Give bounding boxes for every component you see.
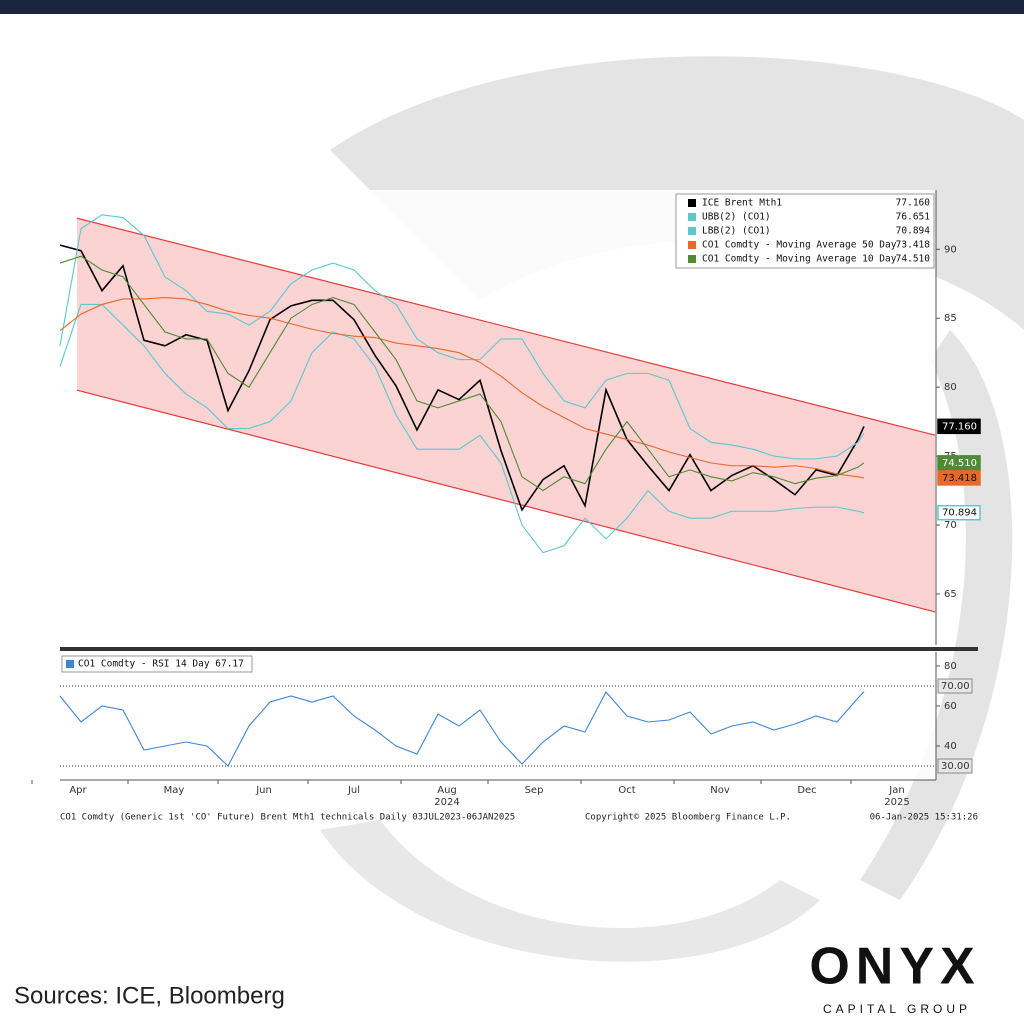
legend-swatch xyxy=(688,255,696,263)
x-tick-label: Jun xyxy=(255,785,272,796)
legend-value: 70.894 xyxy=(896,226,931,237)
series-line xyxy=(59,691,865,767)
panel xyxy=(60,652,936,780)
y-tick-label: 90 xyxy=(944,244,957,255)
x-tick-label: Aug xyxy=(437,785,457,796)
legend-swatch xyxy=(688,241,696,249)
x-tick-label: Jan xyxy=(888,785,904,796)
series-line xyxy=(59,214,865,460)
value-tag-label: 70.894 xyxy=(942,508,977,519)
legend-label: UBB(2) (CO1) xyxy=(702,212,771,223)
ref-tag xyxy=(937,678,973,694)
source: Sources: ICE, Bloomberg xyxy=(14,982,285,1009)
legend-swatch xyxy=(66,660,74,668)
value-tag xyxy=(937,470,981,486)
y-tick-label: 80 xyxy=(944,382,957,393)
legend-value: 74.510 xyxy=(896,254,931,265)
y-tick-label: 85 xyxy=(944,313,957,324)
logo-tagline: CAPITAL GROUP xyxy=(823,1002,971,1016)
channel-fill xyxy=(77,218,936,612)
legend-label: CO1 Comdty - RSI 14 Day 67.17 xyxy=(78,659,244,670)
x-tick-label: Oct xyxy=(618,785,635,796)
legend-label: CO1 Comdty - Moving Average 50 Day xyxy=(702,240,897,251)
series-line xyxy=(59,303,865,554)
x-tick-label: Dec xyxy=(797,785,816,796)
ref-tag-label: 70.00 xyxy=(941,681,970,692)
y-tick-label: 40 xyxy=(944,741,957,752)
ref-tag-label: 30.00 xyxy=(941,761,970,772)
legend-label: ICE Brent Mth1 xyxy=(702,198,782,209)
legend-label: CO1 Comdty - Moving Average 10 Day xyxy=(702,254,897,265)
year-label: 2024 xyxy=(434,797,459,808)
legend-value: 76.651 xyxy=(896,212,931,223)
x-tick-label: Apr xyxy=(69,785,87,796)
value-tag xyxy=(937,455,981,471)
x-tick-label: May xyxy=(164,785,185,796)
channel-upper xyxy=(76,217,936,436)
bg-swoosh xyxy=(320,820,820,962)
logo-name: ONYX xyxy=(809,938,980,996)
legend-box xyxy=(675,193,935,269)
x-tick-label: Jul xyxy=(347,785,360,796)
value-tag xyxy=(937,418,981,435)
value-tag-label: 77.160 xyxy=(942,421,977,432)
legend-value: 73.418 xyxy=(896,240,931,251)
legend-swatch xyxy=(688,213,696,221)
legend-label: LBB(2) (CO1) xyxy=(702,226,771,237)
value-tag-label: 73.418 xyxy=(942,473,977,484)
top-bar xyxy=(0,0,1024,14)
y-tick-label: 60 xyxy=(944,701,957,712)
value-tag xyxy=(937,504,981,521)
x-tick-label: Nov xyxy=(710,785,730,796)
y-tick-label: 70 xyxy=(944,520,957,531)
footer-left: CO1 Comdty (Generic 1st 'CO' Future) Bre… xyxy=(60,813,515,823)
panel-separator xyxy=(60,647,978,651)
y-tick-label: 65 xyxy=(944,589,957,600)
legend-value: 77.160 xyxy=(896,198,931,209)
channel-lower xyxy=(76,389,936,613)
year-label: 2025 xyxy=(884,797,909,808)
footer-center: Copyright© 2025 Bloomberg Finance L.P. xyxy=(585,813,791,823)
x-tick-label: Sep xyxy=(525,785,544,796)
legend-swatch xyxy=(688,227,696,235)
series-line xyxy=(59,244,865,512)
y-tick-label: 80 xyxy=(944,661,957,672)
series-line xyxy=(59,255,865,492)
series-line xyxy=(59,296,865,479)
value-tag-label: 74.510 xyxy=(942,458,977,469)
legend-swatch xyxy=(688,199,696,207)
ref-tag xyxy=(937,758,973,774)
legend-box xyxy=(61,655,253,673)
footer-right: 06-Jan-2025 15:31:26 xyxy=(870,813,978,823)
